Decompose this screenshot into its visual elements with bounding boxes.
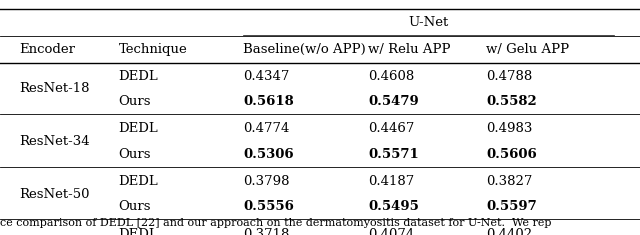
Text: w/ Gelu APP: w/ Gelu APP — [486, 43, 570, 56]
Text: ResNet-50: ResNet-50 — [19, 188, 90, 201]
Text: 0.5618: 0.5618 — [243, 95, 294, 108]
Text: Encoder: Encoder — [19, 43, 76, 56]
Text: DEDL: DEDL — [118, 227, 158, 235]
Text: 0.3798: 0.3798 — [243, 175, 290, 188]
Text: 0.4187: 0.4187 — [368, 175, 414, 188]
Text: 0.5571: 0.5571 — [368, 148, 419, 161]
Text: 0.5479: 0.5479 — [368, 95, 419, 108]
Text: 0.5606: 0.5606 — [486, 148, 537, 161]
Text: 0.4788: 0.4788 — [486, 70, 532, 83]
Text: 0.4347: 0.4347 — [243, 70, 289, 83]
Text: Ours: Ours — [118, 148, 151, 161]
Text: 0.4467: 0.4467 — [368, 122, 414, 135]
Text: 0.5582: 0.5582 — [486, 95, 537, 108]
Text: 0.5597: 0.5597 — [486, 200, 537, 213]
Text: 0.3718: 0.3718 — [243, 227, 289, 235]
Text: w/ Relu APP: w/ Relu APP — [368, 43, 451, 56]
Text: ResNet-34: ResNet-34 — [19, 135, 90, 148]
Text: Ours: Ours — [118, 200, 151, 213]
Text: DEDL: DEDL — [118, 122, 158, 135]
Text: 0.4774: 0.4774 — [243, 122, 289, 135]
Text: U-Net: U-Net — [409, 16, 449, 29]
Text: 0.3827: 0.3827 — [486, 175, 532, 188]
Text: Ours: Ours — [118, 95, 151, 108]
Text: 0.5495: 0.5495 — [368, 200, 419, 213]
Text: 0.4402: 0.4402 — [486, 227, 532, 235]
Text: 0.4074: 0.4074 — [368, 227, 414, 235]
Text: 0.5556: 0.5556 — [243, 200, 294, 213]
Text: ce comparison of DEDL [22] and our approach on the dermatomyositis dataset for U: ce comparison of DEDL [22] and our appro… — [0, 218, 552, 228]
Text: Baseline(w/o APP): Baseline(w/o APP) — [243, 43, 366, 56]
Text: 0.4608: 0.4608 — [368, 70, 414, 83]
Text: DEDL: DEDL — [118, 70, 158, 83]
Text: ResNet-18: ResNet-18 — [19, 82, 90, 95]
Text: 0.4983: 0.4983 — [486, 122, 532, 135]
Text: Technique: Technique — [118, 43, 187, 56]
Text: DEDL: DEDL — [118, 175, 158, 188]
Text: 0.5306: 0.5306 — [243, 148, 294, 161]
